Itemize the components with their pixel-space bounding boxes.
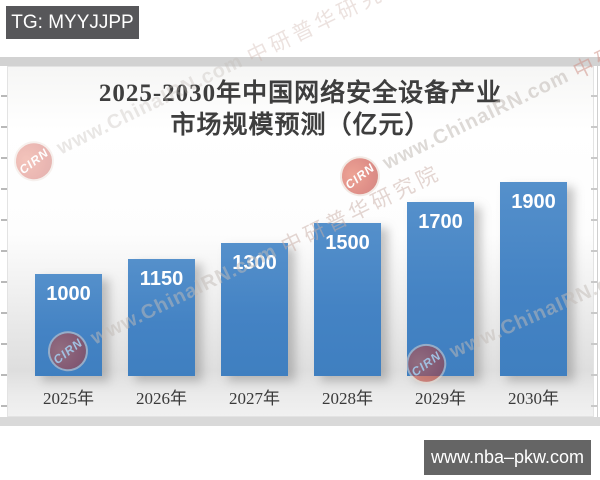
x-axis-label: 2027年 [229, 389, 280, 408]
bar-value-label: 1150 [139, 268, 184, 290]
bar-2030年: 1900 [500, 182, 567, 376]
telegram-banner: TG: MYYJJPP [6, 6, 139, 39]
x-axis-label: 2030年 [508, 389, 559, 408]
bar-chart-plot-area: 1000 2025年 1150 2026年 1300 2027年 1500 2028年 1700… [8, 67, 593, 416]
x-axis-label: 2028年 [322, 389, 373, 408]
website-banner: www.nba–pkw.com [424, 440, 591, 475]
chart-title: 2025-2030年中国网络安全设备产业 市场规模预测（亿元） [8, 78, 593, 142]
chart-title-line1: 2025-2030年中国网络安全设备产业 [98, 80, 503, 107]
bar-value-label: 1000 [46, 283, 91, 305]
x-axis-label: 2025年 [43, 389, 94, 408]
bar-2025年: 1000 [35, 274, 102, 376]
chart-title-line2: 市场规模预测（亿元） [170, 112, 431, 139]
right-edge-ticks [591, 66, 598, 417]
bar-2028年: 1500 [314, 223, 381, 376]
bar-value-label: 1700 [418, 211, 463, 233]
bar-value-label: 1500 [325, 232, 370, 254]
bar-2026年: 1150 [128, 259, 195, 376]
top-gray-divider [0, 57, 600, 66]
bar-value-label: 1300 [232, 252, 277, 274]
left-edge-ticks [1, 66, 7, 417]
bar-value-label: 1900 [511, 191, 556, 213]
bar-2029年: 1700 [407, 202, 474, 376]
bar-2027年: 1300 [221, 243, 288, 376]
x-axis-label: 2029年 [415, 389, 466, 408]
bottom-gray-divider [0, 417, 600, 426]
x-axis-label: 2026年 [136, 389, 187, 408]
chart-card: 2025-2030年中国网络安全设备产业 市场规模预测（亿元） 1000 2025… [7, 66, 594, 417]
